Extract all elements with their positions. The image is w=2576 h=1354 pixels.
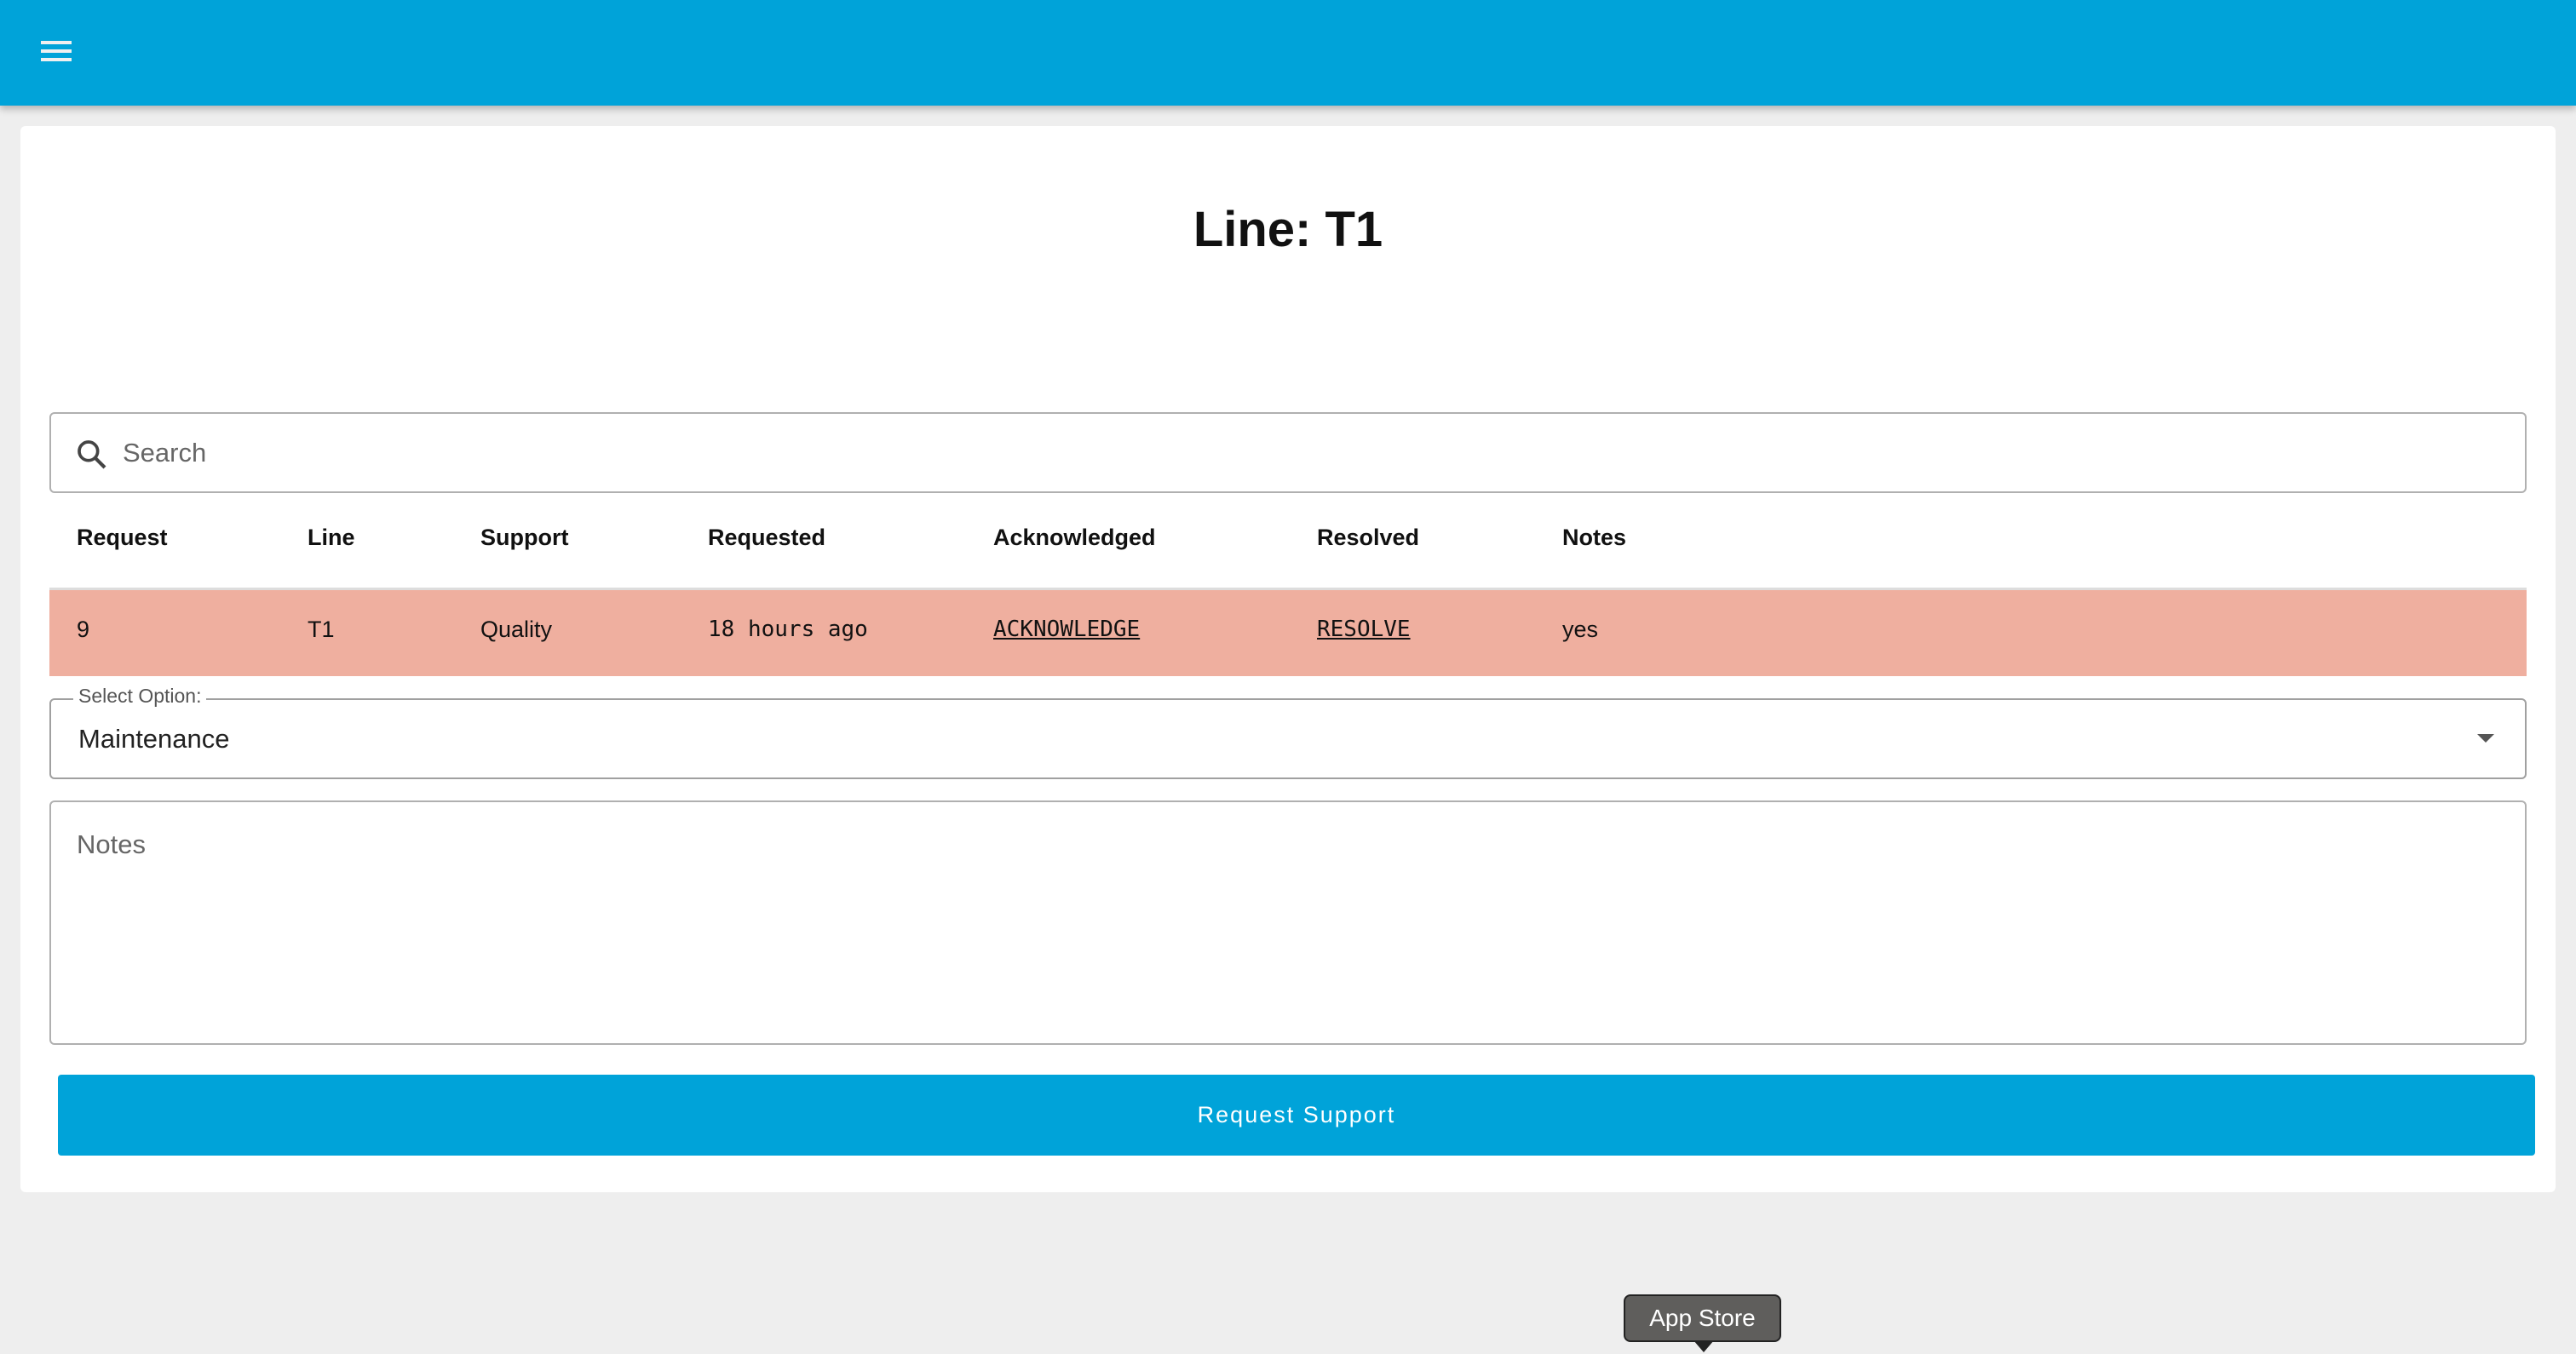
dropdown-arrow-icon[interactable] — [2477, 734, 2494, 743]
search-input[interactable] — [123, 431, 2423, 475]
column-header-line[interactable]: Line — [308, 525, 355, 550]
search-icon — [78, 440, 106, 469]
app-store-tooltip: App Store — [1624, 1294, 1781, 1352]
select-label: Select Option: — [73, 685, 207, 708]
search-field[interactable] — [49, 412, 2527, 493]
app-bar — [0, 0, 2576, 106]
notes-textarea[interactable] — [49, 800, 2527, 1045]
cell-line: T1 — [308, 617, 335, 642]
request-support-button[interactable]: Request Support — [58, 1075, 2535, 1156]
select-value: Maintenance — [78, 724, 230, 754]
cell-request: 9 — [77, 617, 90, 642]
acknowledge-link[interactable]: ACKNOWLEDGE — [993, 617, 1141, 642]
column-header-acknowledged[interactable]: Acknowledged — [993, 525, 1156, 550]
column-header-requested[interactable]: Requested — [708, 525, 826, 550]
resolve-link[interactable]: RESOLVE — [1317, 617, 1411, 642]
table-row — [49, 588, 2527, 676]
support-type-select[interactable]: Select Option: Maintenance — [49, 685, 2527, 779]
column-header-support[interactable]: Support — [480, 525, 569, 550]
column-header-request[interactable]: Request — [77, 525, 168, 550]
cell-requested: 18 hours ago — [708, 617, 868, 642]
cell-notes: yes — [1562, 617, 1599, 642]
hamburger-menu-icon[interactable] — [41, 41, 72, 63]
cell-support: Quality — [480, 617, 553, 642]
column-header-resolved[interactable]: Resolved — [1317, 525, 1420, 550]
page-title: Line: T1 — [1193, 202, 1383, 257]
column-header-notes[interactable]: Notes — [1562, 525, 1627, 550]
